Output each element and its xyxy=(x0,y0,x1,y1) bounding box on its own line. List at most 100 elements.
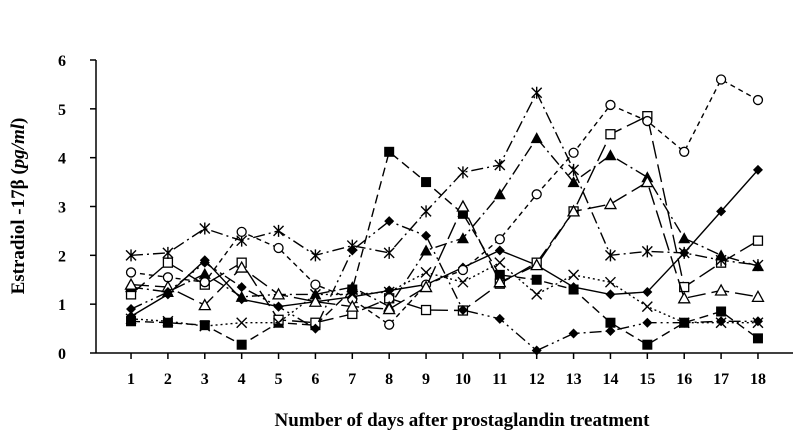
marker-open-circle xyxy=(236,226,247,238)
series-4 xyxy=(125,132,764,312)
marker-star xyxy=(641,245,653,258)
marker-cross xyxy=(383,286,395,298)
marker-filled-diamond xyxy=(421,230,432,241)
marker-open-triangle xyxy=(382,302,396,315)
marker-filled-triangle xyxy=(493,188,506,200)
x-tick-label: 7 xyxy=(348,371,356,388)
y-axis-title-part-3: ) xyxy=(8,118,29,124)
marker-filled-diamond xyxy=(457,305,468,316)
marker-filled-triangle xyxy=(235,290,248,302)
marker-cross xyxy=(346,288,358,300)
marker-filled-square xyxy=(494,269,505,280)
marker-open-circle xyxy=(125,267,137,278)
series-line xyxy=(130,181,759,310)
series-7 xyxy=(125,257,764,332)
marker-cross xyxy=(531,288,543,300)
marker-open-circle xyxy=(199,277,210,288)
marker-open-triangle xyxy=(566,204,581,217)
marker-open-square xyxy=(752,235,764,246)
marker-open-circle xyxy=(752,94,764,106)
marker-filled-diamond xyxy=(494,313,505,324)
y-axis-title: Estradiol -17β (pg/ml) xyxy=(8,118,29,295)
series-line xyxy=(130,136,759,308)
marker-cross xyxy=(568,269,580,281)
marker-filled-diamond xyxy=(752,316,763,327)
marker-open-triangle xyxy=(198,298,212,311)
marker-filled-diamond xyxy=(126,304,137,315)
marker-star xyxy=(568,163,580,176)
marker-open-triangle xyxy=(640,175,654,188)
y-tick-label: 0 xyxy=(58,346,66,363)
marker-filled-square xyxy=(752,333,763,344)
marker-filled-triangle xyxy=(678,232,691,244)
marker-filled-square xyxy=(531,274,542,285)
marker-cross xyxy=(641,301,653,313)
marker-filled-diamond xyxy=(236,282,247,293)
marker-open-triangle xyxy=(345,299,359,312)
marker-filled-square xyxy=(421,177,432,188)
marker-open-triangle xyxy=(530,258,544,271)
y-tick-label: 6 xyxy=(58,53,66,70)
marker-cross xyxy=(273,317,285,329)
marker-open-circle xyxy=(531,189,542,200)
x-tick-label: 12 xyxy=(529,371,545,388)
series-line xyxy=(130,115,759,324)
y-axis-ticks: 0 1 2 3 4 5 6 xyxy=(58,53,96,363)
x-tick-label: 15 xyxy=(639,371,655,388)
marker-open-square xyxy=(420,304,432,316)
marker-open-circle xyxy=(605,99,616,111)
marker-star xyxy=(199,222,211,235)
marker-star xyxy=(494,158,506,171)
marker-star xyxy=(383,246,395,259)
series-1 xyxy=(126,164,763,322)
marker-filled-diamond xyxy=(310,323,321,334)
marker-star xyxy=(678,246,690,259)
x-tick-label: 11 xyxy=(492,371,507,388)
marker-star xyxy=(457,166,469,179)
series-6 xyxy=(125,74,764,330)
y-axis-title-unit: pg/ml xyxy=(8,123,29,170)
marker-filled-diamond xyxy=(605,289,616,300)
marker-open-square xyxy=(162,257,174,268)
marker-filled-square xyxy=(568,284,579,295)
series-8 xyxy=(124,175,765,315)
marker-star xyxy=(420,205,432,218)
marker-filled-diamond xyxy=(494,245,505,256)
marker-star xyxy=(715,254,727,267)
marker-open-triangle xyxy=(714,283,728,296)
marker-filled-square xyxy=(605,317,616,328)
marker-star xyxy=(162,246,174,259)
series-line xyxy=(130,220,758,352)
marker-open-triangle xyxy=(493,275,507,288)
x-tick-label: 18 xyxy=(750,371,766,388)
marker-open-circle xyxy=(715,74,727,85)
marker-filled-triangle xyxy=(420,244,433,256)
marker-open-triangle xyxy=(677,291,691,304)
marker-cross xyxy=(236,317,248,329)
marker-star xyxy=(125,249,137,262)
marker-open-triangle xyxy=(124,277,138,290)
marker-filled-diamond xyxy=(752,164,763,175)
marker-open-square xyxy=(273,314,284,325)
marker-cross xyxy=(457,276,469,288)
marker-filled-square xyxy=(126,316,137,327)
x-tick-label: 16 xyxy=(676,371,692,388)
x-tick-label: 6 xyxy=(311,371,319,388)
marker-open-circle xyxy=(457,264,469,276)
marker-filled-diamond xyxy=(162,286,173,297)
marker-open-circle xyxy=(494,234,505,245)
marker-open-circle xyxy=(384,319,395,330)
marker-open-triangle xyxy=(419,280,433,293)
marker-filled-square xyxy=(162,317,173,328)
series-5 xyxy=(125,86,764,272)
marker-cross xyxy=(494,257,506,269)
marker-star xyxy=(604,249,616,262)
marker-open-square xyxy=(605,129,616,140)
y-tick-label: 5 xyxy=(58,102,66,119)
marker-star xyxy=(309,249,321,262)
marker-filled-square xyxy=(642,339,653,350)
x-tick-label: 3 xyxy=(201,371,209,388)
marker-filled-square xyxy=(716,306,727,317)
x-tick-label: 8 xyxy=(385,371,393,388)
marker-open-triangle xyxy=(456,199,470,212)
